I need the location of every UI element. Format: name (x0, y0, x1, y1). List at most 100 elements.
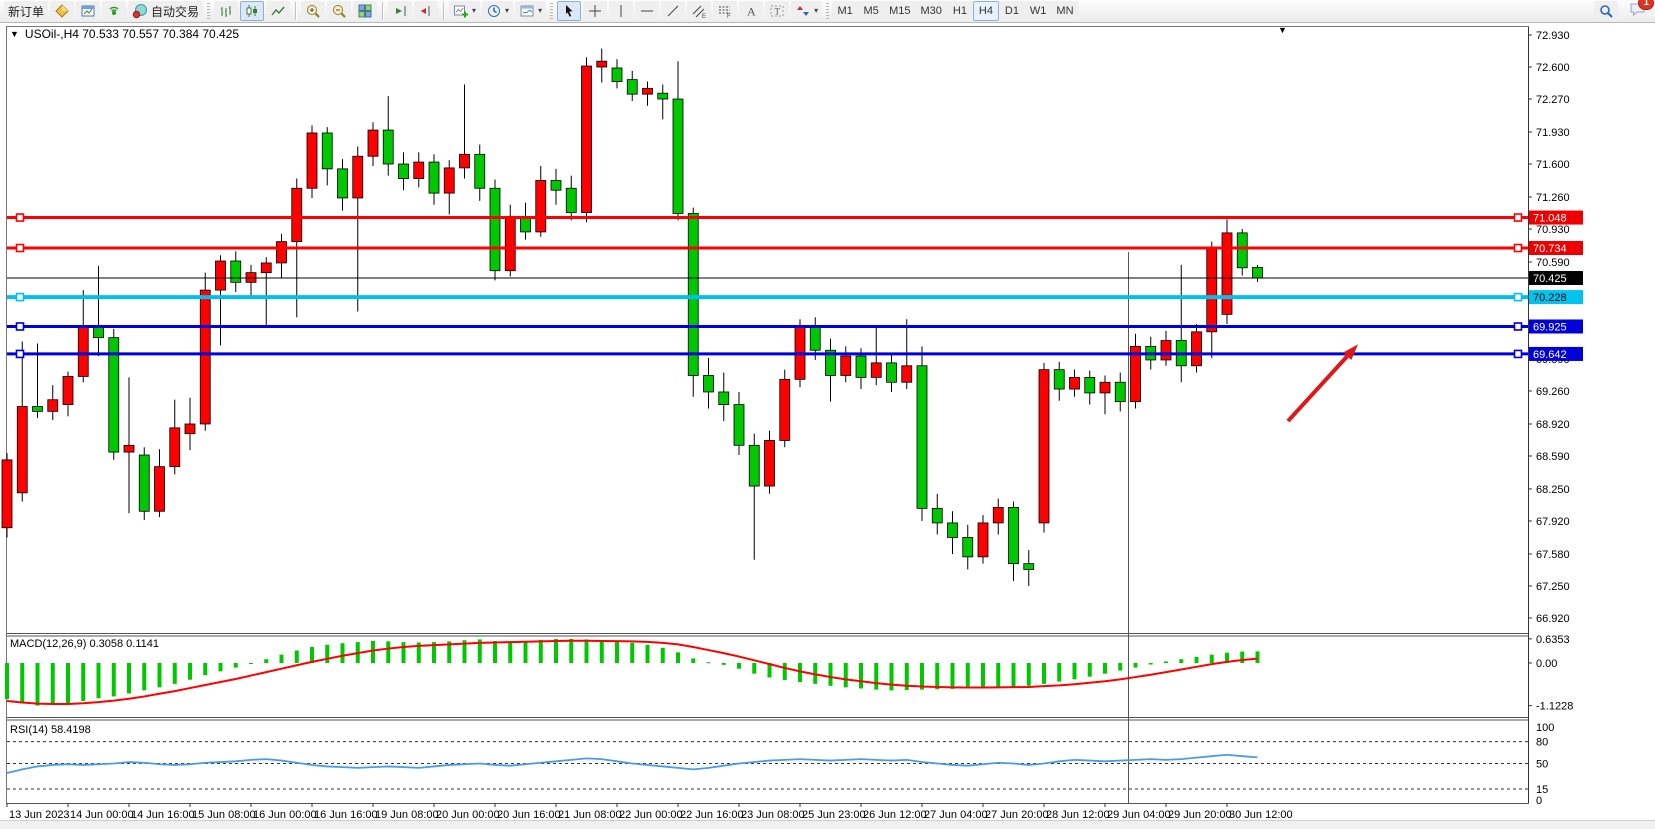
svg-text:67.580: 67.580 (1536, 549, 1570, 561)
toolbar-separator (443, 2, 445, 20)
new-order-label: 新订单 (8, 4, 45, 19)
zoom-out-icon (331, 3, 347, 19)
new-order-button[interactable]: 新订单 (4, 1, 49, 21)
tile-windows-button[interactable] (353, 1, 378, 21)
autotrading-button[interactable]: 自动交易 (128, 1, 204, 21)
timeframe-button-h4[interactable]: H4 (972, 1, 999, 21)
svg-text:0.00: 0.00 (1536, 658, 1557, 670)
svg-text:71.930: 71.930 (1536, 127, 1570, 139)
collapse-triangle-icon: ▼ (10, 29, 19, 39)
crosshair-icon (587, 3, 603, 19)
dropdown-caret-icon: ▾ (814, 6, 819, 15)
svg-text:14 Jun 16:00: 14 Jun 16:00 (131, 809, 195, 820)
chart-canvas[interactable]: 72.930 72.600 72.270 71.930 71.600 71.260 70.9… (0, 24, 1655, 820)
toolbar-right-group: 1 (1593, 0, 1654, 22)
svg-text:69.925: 69.925 (1533, 321, 1567, 333)
svg-text:0: 0 (1536, 795, 1542, 807)
periods-button[interactable]: ▾ (482, 1, 514, 21)
dropdown-caret-icon: ▾ (505, 6, 510, 15)
line-chart-button[interactable] (266, 1, 291, 21)
trendline-button[interactable] (661, 1, 686, 21)
equidistant-channel-button[interactable]: E (687, 1, 712, 21)
zoom-in-button[interactable] (301, 1, 326, 21)
chart-shift-icon (418, 3, 434, 19)
candles-layer (1, 48, 1263, 586)
svg-text:66.920: 66.920 (1536, 613, 1570, 625)
navigator-button[interactable] (102, 1, 127, 21)
toolbar-grip (826, 3, 830, 19)
tile-windows-icon (357, 3, 373, 19)
chart-symbol-header[interactable]: ▼ USOil-,H4 70.533 70.557 70.384 70.425 (10, 27, 239, 41)
svg-text:67.250: 67.250 (1536, 581, 1570, 593)
arrows-button[interactable]: ▾ (791, 1, 823, 21)
navigator-icon (106, 3, 122, 19)
timeframe-button-m15[interactable]: M15 (884, 1, 916, 21)
toolbar-grip (207, 3, 211, 19)
channel-icon: E (691, 3, 707, 19)
timeframe-button-m30[interactable]: M30 (915, 1, 947, 21)
svg-text:71.260: 71.260 (1536, 192, 1570, 204)
svg-text:100: 100 (1536, 722, 1554, 734)
svg-text:70.734: 70.734 (1533, 243, 1567, 255)
svg-text:14 Jun 00:00: 14 Jun 00:00 (70, 809, 134, 820)
svg-text:15: 15 (1536, 784, 1548, 796)
text-button[interactable]: A (739, 1, 764, 21)
svg-text:F: F (727, 14, 731, 19)
svg-text:71.048: 71.048 (1533, 213, 1567, 225)
svg-text:20 Jun 16:00: 20 Jun 16:00 (497, 809, 561, 820)
auto-scroll-button[interactable] (388, 1, 413, 21)
svg-text:72.600: 72.600 (1536, 62, 1570, 74)
data-window-button[interactable] (76, 1, 101, 21)
cursor-arrow-icon (561, 3, 577, 19)
crosshair-button[interactable] (583, 1, 608, 21)
templates-button[interactable]: ▾ (515, 1, 547, 21)
horizontal-line-button[interactable] (635, 1, 660, 21)
templates-icon (519, 3, 535, 19)
svg-text:15 Jun 08:00: 15 Jun 08:00 (192, 809, 256, 820)
symbol-ohlc-text: USOil-,H4 70.533 70.557 70.384 70.425 (24, 27, 240, 41)
svg-text:22 Jun 00:00: 22 Jun 00:00 (619, 809, 683, 820)
data-window-icon (80, 3, 96, 19)
timeframe-button-h1[interactable]: H1 (946, 1, 973, 21)
bar-chart-button[interactable] (214, 1, 239, 21)
indicators-button[interactable]: ▾ (449, 1, 481, 21)
horizontal-lines-layer: 71.048 70.734 70.425 70.228 69.925 69.642 (7, 210, 1583, 361)
status-bar (0, 820, 1655, 829)
timeframe-group: M1 M5 M15 M30 H1 H4 D1 W1 MN (832, 1, 1079, 21)
timeframe-button-m5[interactable]: M5 (858, 1, 885, 21)
toolbar-separator (295, 2, 297, 20)
market-watch-button[interactable] (50, 1, 75, 21)
clock-icon (486, 3, 502, 19)
vertical-line-button[interactable] (609, 1, 634, 21)
chart-window: 72.930 72.600 72.270 71.930 71.600 71.260 70.9… (0, 24, 1655, 820)
candlestick-chart-button[interactable] (240, 1, 265, 21)
svg-text:20 Jun 00:00: 20 Jun 00:00 (436, 809, 500, 820)
trendline-icon (665, 3, 681, 19)
text-a-icon: A (743, 3, 759, 19)
svg-text:28 Jun 12:00: 28 Jun 12:00 (1046, 809, 1110, 820)
svg-text:29 Jun 20:00: 29 Jun 20:00 (1168, 809, 1232, 820)
timeframe-button-m1[interactable]: M1 (832, 1, 859, 21)
text-label-button[interactable]: T (765, 1, 790, 21)
timeframe-button-w1[interactable]: W1 (1024, 1, 1052, 21)
svg-text:71.600: 71.600 (1536, 159, 1570, 171)
rsi-pane: 100 80 50 150 (6, 722, 1554, 807)
zoom-out-button[interactable] (327, 1, 352, 21)
timeframe-button-d1[interactable]: D1 (998, 1, 1025, 21)
svg-text:68.920: 68.920 (1536, 419, 1570, 431)
fibonacci-button[interactable]: F (713, 1, 738, 21)
notifications-button[interactable]: 1 (1629, 0, 1654, 22)
cursor-button[interactable] (557, 1, 582, 21)
search-icon (1598, 3, 1614, 19)
chart-shift-button[interactable] (414, 1, 439, 21)
fibonacci-icon: F (717, 3, 733, 19)
autotrading-label: 自动交易 (151, 4, 200, 19)
svg-text:67.920: 67.920 (1536, 516, 1570, 528)
search-button[interactable] (1594, 1, 1618, 21)
macd-indicator-label: MACD(12,26,9) 0.3058 0.1141 (10, 638, 159, 650)
svg-text:72.930: 72.930 (1536, 30, 1570, 42)
timeframe-button-mn[interactable]: MN (1051, 1, 1079, 21)
svg-text:16 Jun 16:00: 16 Jun 16:00 (314, 809, 378, 820)
text-label-icon: T (769, 3, 785, 19)
